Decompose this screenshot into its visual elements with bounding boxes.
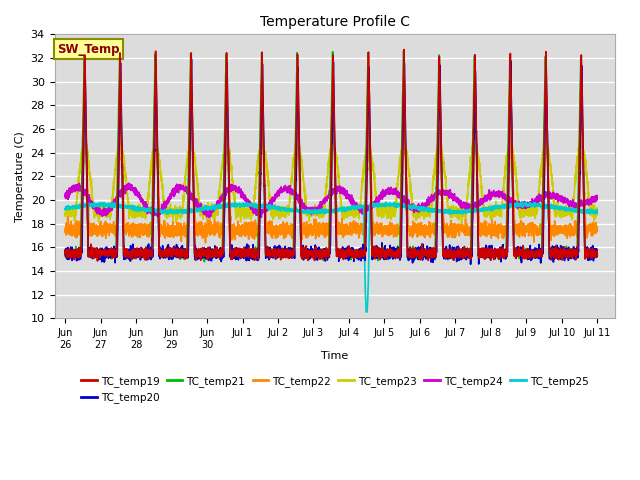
Line: TC_temp21: TC_temp21 (65, 51, 597, 262)
TC_temp24 (481, 198, 488, 204)
TC_temp22 (451, 227, 458, 233)
TC_temp23 (593, 205, 600, 211)
TC_temp24 (451, 191, 458, 196)
TC_temp22 (61, 225, 69, 231)
TC_temp22 (421, 228, 429, 234)
X-axis label: Time: Time (321, 351, 348, 361)
TC_temp24 (593, 195, 600, 201)
Y-axis label: Temperature (C): Temperature (C) (15, 131, 25, 222)
TC_temp21 (481, 250, 488, 256)
TC_temp23 (593, 212, 601, 217)
Line: TC_temp23: TC_temp23 (65, 138, 597, 225)
TC_temp25 (593, 210, 601, 216)
TC_temp25 (311, 209, 319, 215)
TC_temp22 (543, 118, 550, 123)
TC_temp22 (593, 225, 600, 230)
TC_temp21 (400, 48, 408, 54)
TC_temp21 (200, 259, 208, 264)
TC_temp19 (451, 252, 458, 258)
TC_temp20 (467, 261, 474, 267)
TC_temp19 (481, 256, 488, 262)
TC_temp21 (157, 247, 164, 252)
TC_temp23 (481, 205, 488, 211)
TC_temp24 (205, 215, 212, 220)
TC_temp20 (593, 254, 600, 260)
TC_temp19 (61, 249, 69, 255)
TC_temp25 (451, 209, 458, 215)
TC_temp23 (451, 210, 458, 216)
TC_temp20 (421, 248, 429, 254)
Line: TC_temp20: TC_temp20 (65, 59, 597, 264)
Line: TC_temp24: TC_temp24 (65, 183, 597, 217)
TC_temp24 (61, 192, 69, 198)
TC_temp22 (312, 229, 319, 235)
TC_temp20 (451, 252, 458, 257)
TC_temp22 (481, 228, 488, 234)
TC_temp22 (593, 228, 601, 234)
TC_temp20 (157, 248, 164, 253)
TC_temp21 (451, 251, 458, 256)
TC_temp23 (311, 207, 319, 213)
TC_temp25 (518, 199, 525, 204)
TC_temp20 (61, 251, 69, 256)
TC_temp19 (421, 249, 429, 254)
TC_temp19 (312, 249, 319, 254)
TC_temp21 (593, 252, 600, 258)
TC_temp19 (157, 251, 164, 257)
Text: SW_Temp: SW_Temp (58, 43, 120, 56)
TC_temp19 (593, 248, 600, 254)
TC_temp20 (481, 255, 488, 261)
TC_temp22 (202, 240, 209, 245)
Line: TC_temp25: TC_temp25 (65, 202, 597, 312)
TC_temp23 (471, 135, 479, 141)
TC_temp20 (188, 56, 195, 62)
TC_temp24 (593, 195, 601, 201)
Line: TC_temp22: TC_temp22 (65, 120, 597, 242)
TC_temp24 (125, 180, 132, 186)
TC_temp21 (593, 253, 601, 259)
TC_temp24 (421, 200, 429, 206)
TC_temp24 (157, 209, 164, 215)
TC_temp21 (61, 247, 69, 253)
TC_temp23 (61, 213, 69, 218)
TC_temp25 (61, 206, 69, 212)
TC_temp20 (312, 242, 319, 248)
Legend: TC_temp19, TC_temp20, TC_temp21, TC_temp22, TC_temp23, TC_temp24, TC_temp25: TC_temp19, TC_temp20, TC_temp21, TC_temp… (77, 372, 593, 407)
TC_temp23 (458, 222, 465, 228)
TC_temp19 (400, 47, 408, 52)
TC_temp25 (481, 206, 488, 212)
TC_temp21 (312, 249, 319, 254)
TC_temp19 (93, 258, 101, 264)
TC_temp25 (421, 206, 429, 212)
TC_temp22 (157, 227, 164, 233)
TC_temp24 (312, 209, 319, 215)
TC_temp25 (363, 309, 371, 315)
TC_temp20 (593, 252, 601, 258)
TC_temp25 (593, 209, 600, 215)
TC_temp19 (593, 251, 601, 257)
TC_temp25 (157, 209, 164, 215)
TC_temp23 (157, 169, 164, 175)
Title: Temperature Profile C: Temperature Profile C (260, 15, 410, 29)
Line: TC_temp19: TC_temp19 (65, 49, 597, 261)
TC_temp23 (421, 214, 429, 220)
TC_temp21 (421, 253, 429, 259)
